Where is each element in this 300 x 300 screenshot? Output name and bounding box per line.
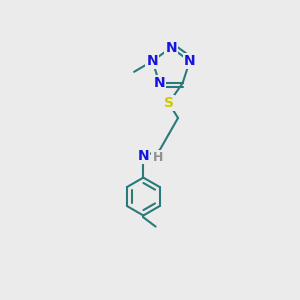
Text: N: N: [165, 40, 177, 55]
Text: N: N: [147, 54, 158, 68]
Text: N: N: [154, 76, 165, 90]
Text: S: S: [164, 96, 174, 110]
Text: N: N: [184, 54, 196, 68]
Text: N: N: [137, 149, 149, 163]
Text: H: H: [152, 152, 163, 164]
